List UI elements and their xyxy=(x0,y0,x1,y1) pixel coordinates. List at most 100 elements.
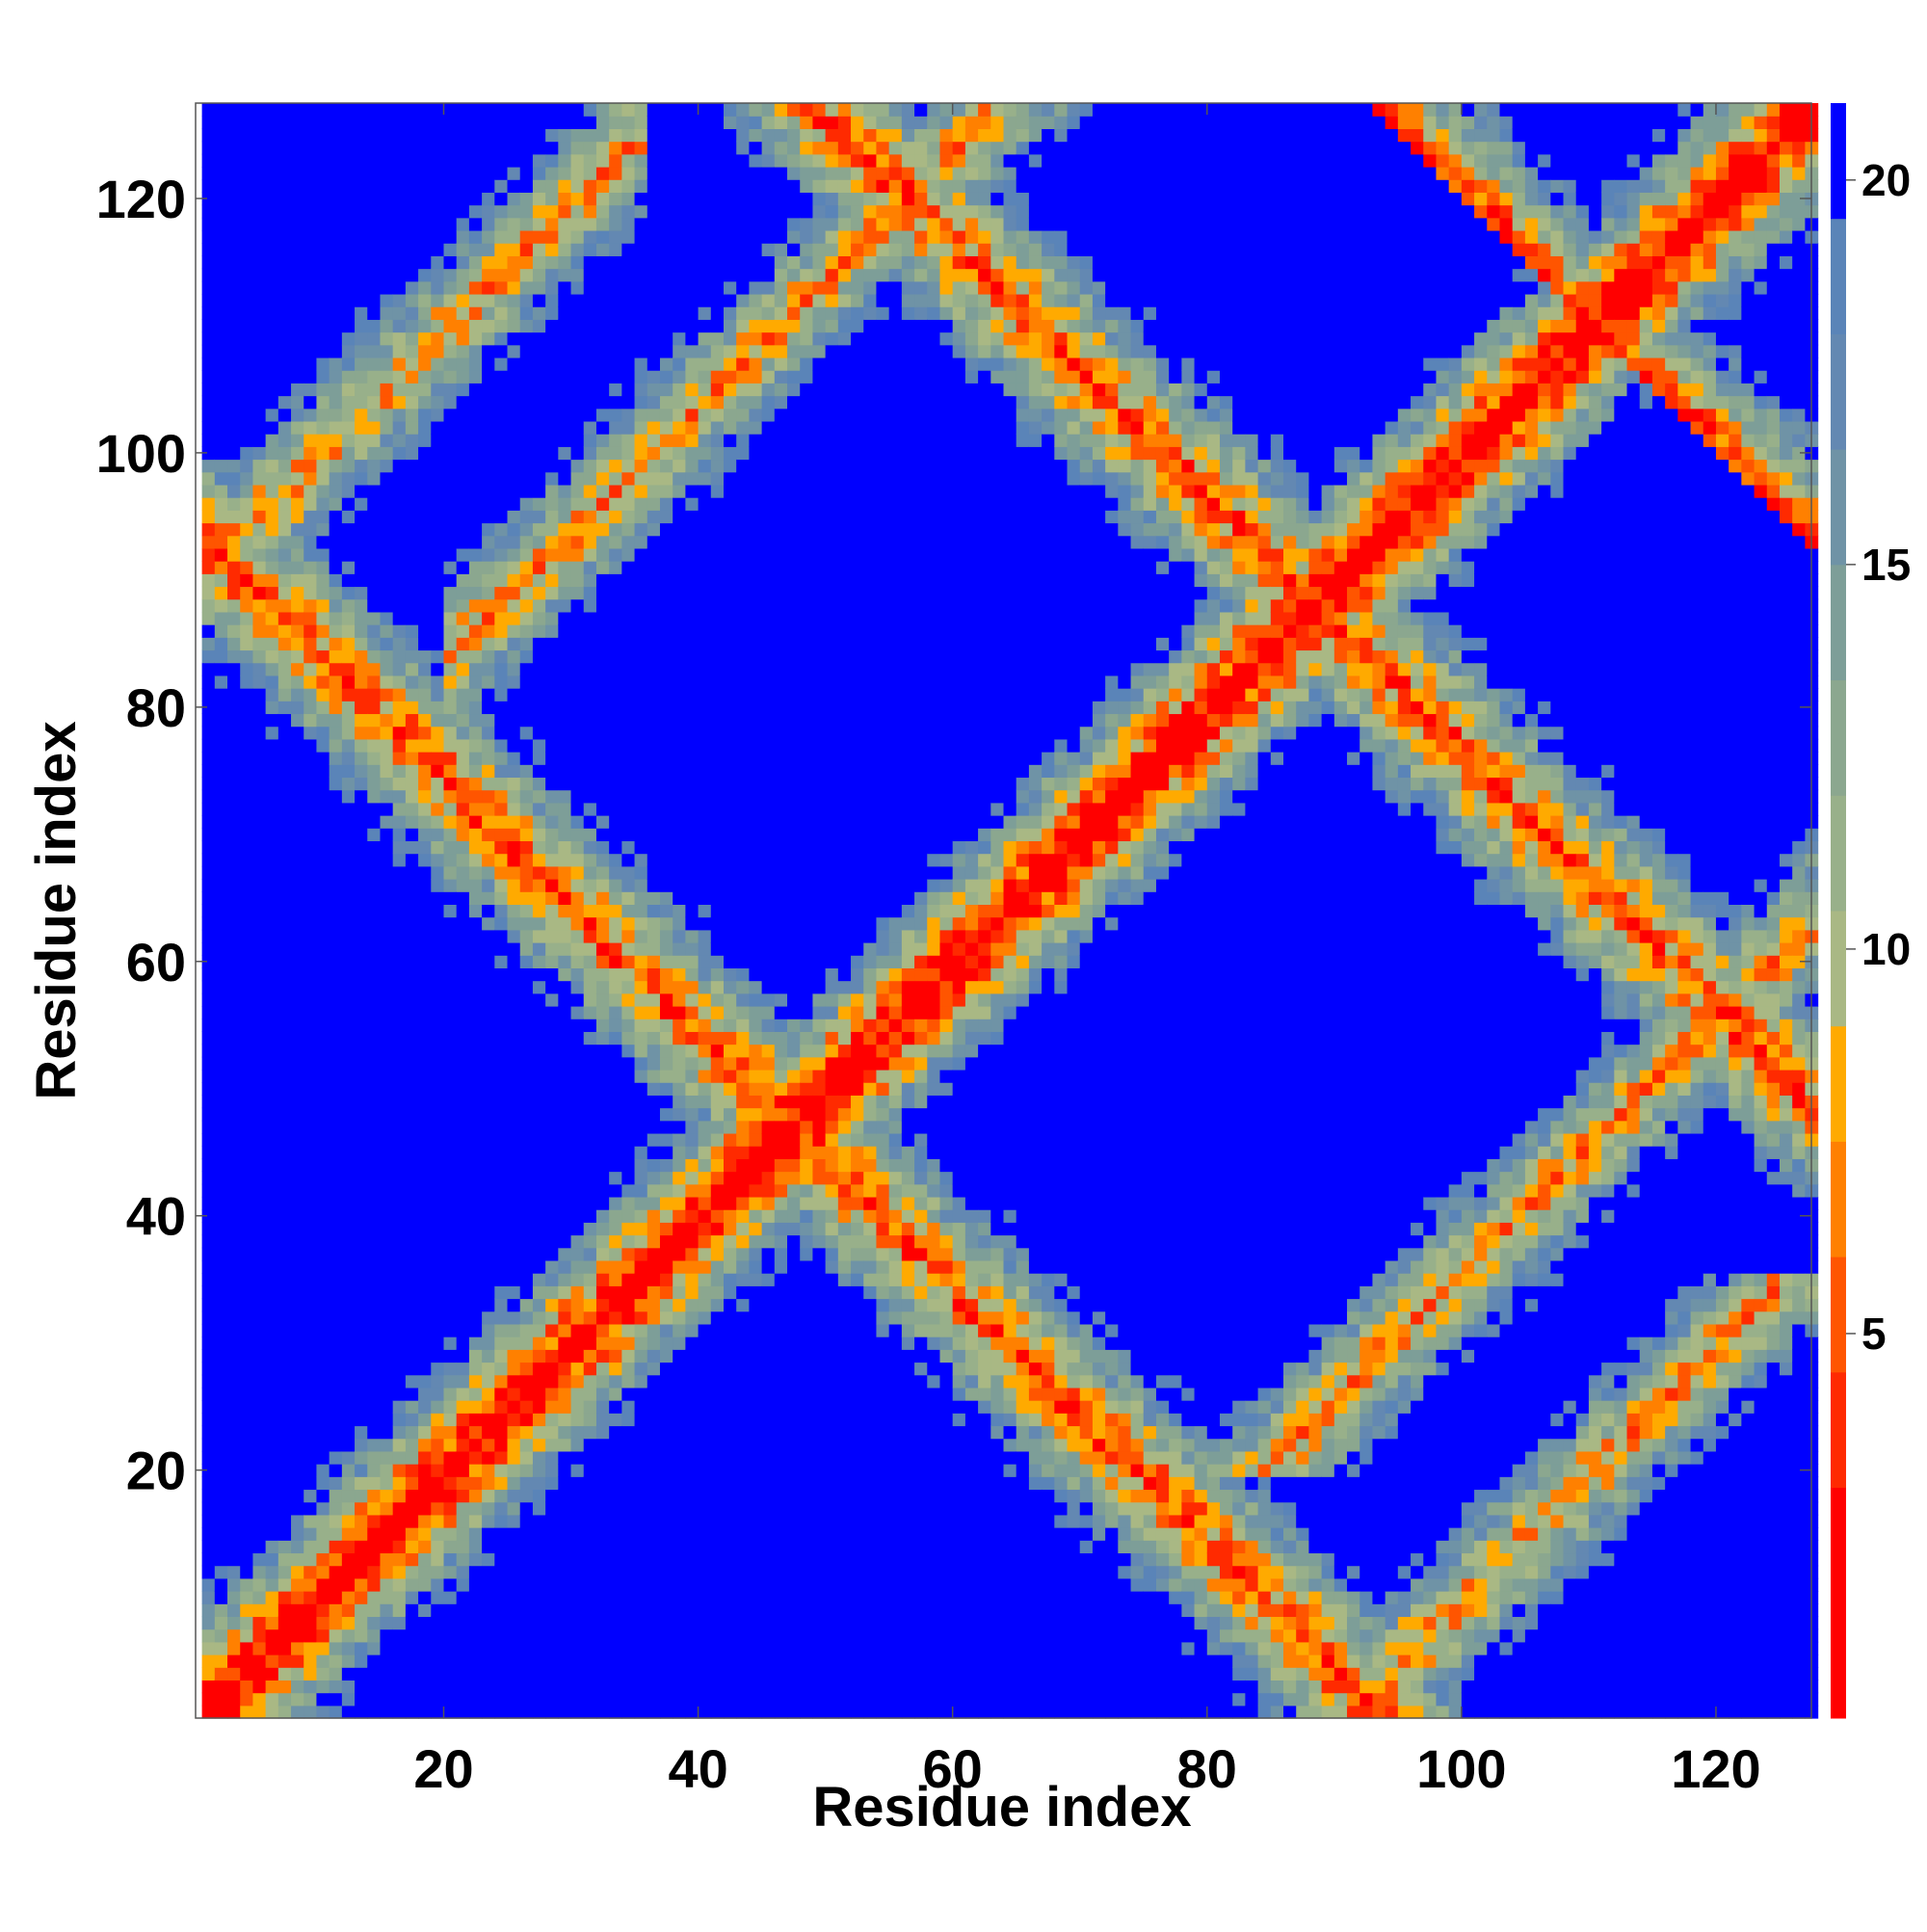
heatmap-cell xyxy=(291,243,304,256)
heatmap-cell xyxy=(519,319,534,333)
heatmap-cell xyxy=(595,103,610,117)
heatmap-cell xyxy=(595,1158,610,1173)
heatmap-cell xyxy=(316,319,330,333)
heatmap-cell xyxy=(316,128,330,143)
heatmap-cell xyxy=(405,1540,419,1554)
heatmap-cell xyxy=(595,1132,610,1147)
heatmap-cell xyxy=(634,916,648,931)
heatmap-cell xyxy=(431,293,445,307)
heatmap-cell xyxy=(673,331,686,346)
heatmap-cell xyxy=(595,904,610,918)
heatmap-cell xyxy=(227,1183,241,1198)
heatmap-cell xyxy=(240,1132,254,1147)
heatmap-cell xyxy=(583,103,597,117)
heatmap-cell xyxy=(304,471,318,486)
heatmap-cell xyxy=(595,738,610,753)
heatmap-cell xyxy=(583,1158,597,1173)
heatmap-cell xyxy=(252,624,267,638)
heatmap-cell xyxy=(291,1222,304,1236)
heatmap-cell xyxy=(532,1132,546,1147)
heatmap-cell xyxy=(431,204,445,219)
heatmap-cell xyxy=(405,573,419,588)
heatmap-cell xyxy=(468,955,483,968)
heatmap-cell xyxy=(443,484,458,498)
heatmap-cell xyxy=(316,1323,330,1337)
heatmap-cell xyxy=(698,1362,712,1376)
heatmap-cell xyxy=(583,1552,597,1567)
heatmap-cell xyxy=(558,1514,572,1528)
heatmap-cell xyxy=(316,1425,330,1440)
heatmap-cell xyxy=(507,701,521,715)
heatmap-cell xyxy=(277,1654,292,1668)
heatmap-cell xyxy=(621,802,636,816)
heatmap-cell xyxy=(291,1692,304,1707)
heatmap-cell xyxy=(647,1680,661,1694)
heatmap-cell xyxy=(240,408,254,422)
heatmap-cell xyxy=(468,688,483,701)
heatmap-cell xyxy=(570,828,585,842)
heatmap-cell xyxy=(570,662,585,676)
heatmap-cell xyxy=(291,370,304,384)
heatmap-cell xyxy=(659,1374,673,1389)
heatmap-cell xyxy=(277,1425,292,1440)
heatmap-cell xyxy=(304,217,318,231)
heatmap-cell xyxy=(405,688,419,701)
heatmap-cell xyxy=(380,1044,394,1058)
heatmap-cell xyxy=(201,1705,216,1719)
heatmap-cell xyxy=(304,1667,318,1681)
heatmap-cell xyxy=(673,1692,686,1707)
heatmap-cell xyxy=(265,1158,279,1173)
heatmap-cell xyxy=(405,1680,419,1694)
heatmap-cell xyxy=(634,217,648,231)
heatmap-cell xyxy=(227,128,241,143)
heatmap-cell xyxy=(277,1464,292,1477)
heatmap-cell xyxy=(367,1107,382,1122)
heatmap-cell xyxy=(532,586,546,600)
heatmap-cell xyxy=(240,1031,254,1045)
heatmap-cell xyxy=(265,573,279,588)
heatmap-cell xyxy=(227,1565,241,1579)
heatmap-cell xyxy=(685,1450,700,1465)
heatmap-cell xyxy=(304,229,318,244)
heatmap-cell xyxy=(698,1247,712,1261)
heatmap-cell xyxy=(634,1031,648,1045)
heatmap-cell xyxy=(367,1196,382,1210)
heatmap-cell xyxy=(558,1450,572,1465)
heatmap-cell xyxy=(456,738,470,753)
heatmap-cell xyxy=(545,204,559,219)
heatmap-cell xyxy=(570,1616,585,1630)
heatmap-cell xyxy=(507,1031,521,1045)
heatmap-cell xyxy=(609,573,622,588)
heatmap-cell xyxy=(277,1247,292,1261)
heatmap-cell xyxy=(532,1196,546,1210)
heatmap-cell xyxy=(507,434,521,447)
heatmap-cell xyxy=(392,1259,407,1274)
heatmap-cell xyxy=(291,637,304,651)
heatmap-cell xyxy=(341,802,356,816)
heatmap-cell xyxy=(405,840,419,855)
heatmap-cell xyxy=(304,547,318,562)
heatmap-cell xyxy=(609,941,622,956)
heatmap-cell xyxy=(519,268,534,282)
heatmap-cell xyxy=(482,1489,495,1503)
heatmap-cell xyxy=(252,1374,267,1389)
heatmap-cell xyxy=(621,1476,636,1491)
heatmap-cell xyxy=(659,1692,673,1707)
heatmap-cell xyxy=(595,293,610,307)
heatmap-cell xyxy=(329,1120,343,1134)
heatmap-cell xyxy=(265,319,279,333)
heatmap-cell xyxy=(304,1259,318,1274)
heatmap-cell xyxy=(277,891,292,905)
heatmap-cell xyxy=(443,471,458,486)
heatmap-cell xyxy=(545,192,559,206)
heatmap-cell xyxy=(507,510,521,524)
heatmap-cell xyxy=(595,547,610,562)
heatmap-cell xyxy=(507,141,521,155)
heatmap-cell xyxy=(214,1603,228,1618)
heatmap-cell xyxy=(214,1450,228,1465)
heatmap-cell xyxy=(277,1450,292,1465)
heatmap-cell xyxy=(583,1146,597,1159)
heatmap-cell xyxy=(647,738,661,753)
heatmap-cell xyxy=(304,192,318,206)
heatmap-cell xyxy=(685,1628,700,1643)
